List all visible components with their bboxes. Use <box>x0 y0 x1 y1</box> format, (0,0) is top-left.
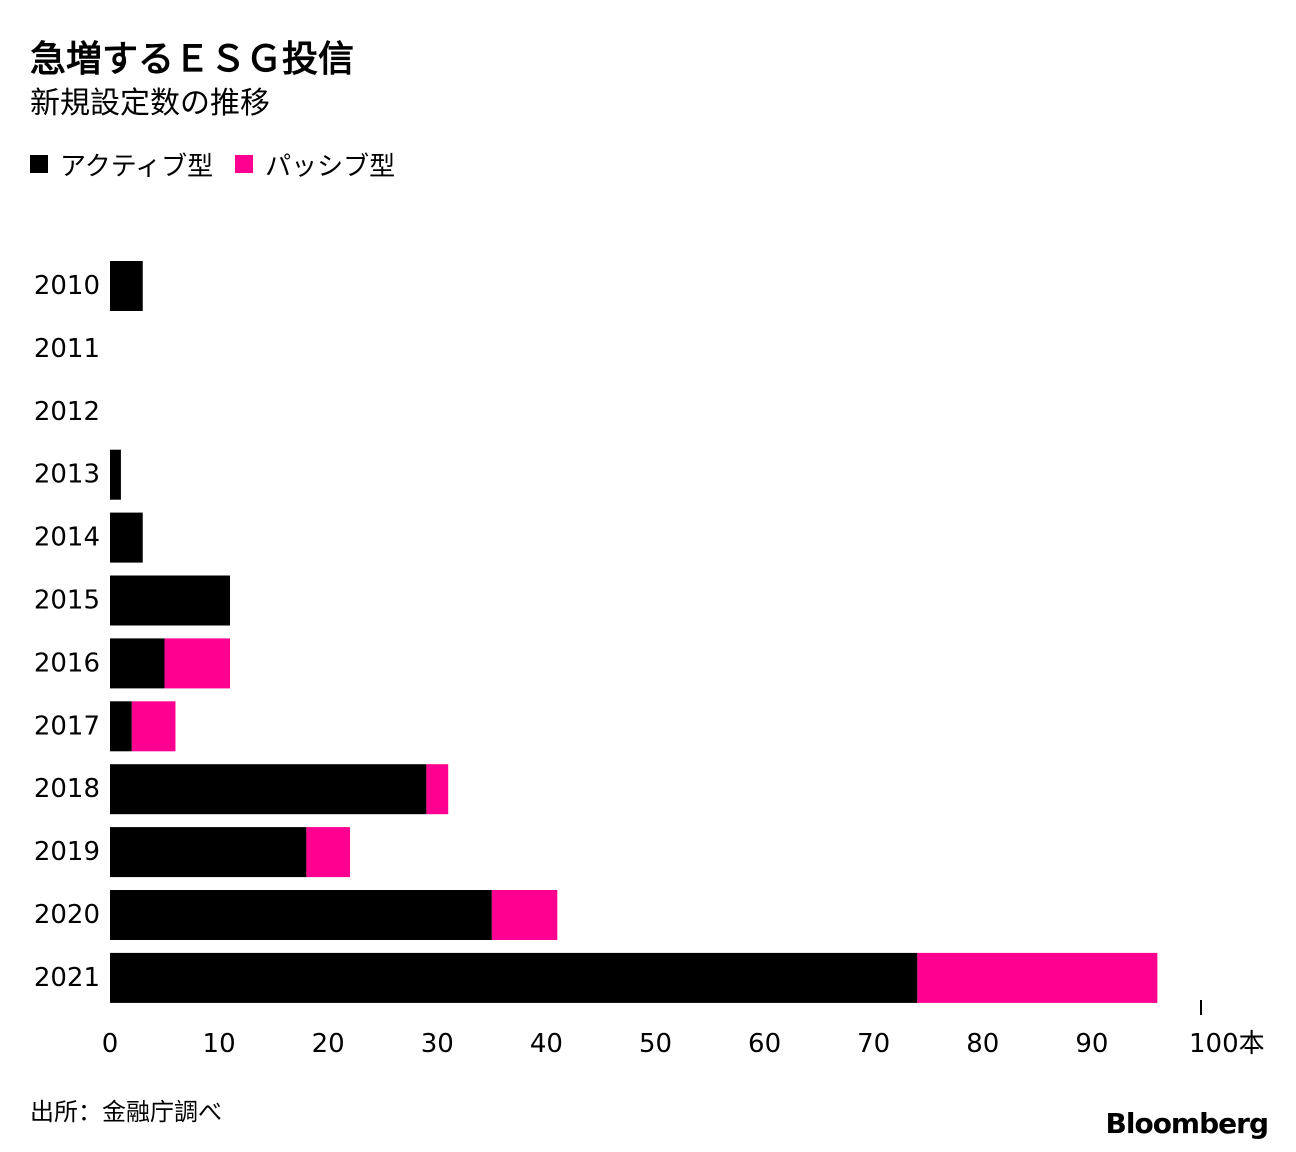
x-tick-label: 80 <box>966 1029 999 1059</box>
legend: アクティブ型 パッシブ型 <box>30 144 417 184</box>
x-tick-label: 50 <box>639 1029 672 1059</box>
bar-active <box>110 261 143 311</box>
bar-active <box>110 449 121 500</box>
y-tick-label: 2020 <box>34 900 100 930</box>
x-tick-label: 70 <box>857 1029 890 1059</box>
legend-item-passive: パッシブ型 <box>235 146 395 183</box>
bar-passive <box>426 764 449 815</box>
legend-swatch-active <box>30 155 48 173</box>
x-tick-label: 30 <box>421 1029 454 1059</box>
bar-passive <box>491 890 558 940</box>
y-tick-label: 2011 <box>34 334 100 364</box>
x-tick-label: 10 <box>203 1029 236 1059</box>
x-tick-label: 90 <box>1075 1029 1108 1059</box>
bloomberg-logo: Bloomberg <box>1105 1107 1269 1140</box>
bar-active <box>110 952 918 1003</box>
legend-label-passive: パッシブ型 <box>265 151 396 182</box>
bar-active <box>110 827 307 878</box>
bar-active <box>110 890 492 940</box>
x-tick-label: 20 <box>312 1029 345 1059</box>
bar-active <box>110 638 165 689</box>
x-tick-label: 0 <box>102 1029 119 1059</box>
y-tick-label: 2017 <box>34 711 100 741</box>
y-tick-label: 2014 <box>34 523 100 553</box>
y-tick-label: 2015 <box>34 586 100 616</box>
y-tick-label: 2012 <box>34 397 100 427</box>
bar-passive <box>917 952 1158 1003</box>
bar-active <box>110 764 427 815</box>
bar-passive <box>306 827 351 878</box>
chart-title: 急増するＥＳＧ投信 <box>30 39 355 80</box>
legend-item-active: アクティブ型 <box>30 146 213 183</box>
bar-active <box>110 575 231 626</box>
y-tick-label: 2010 <box>34 271 100 301</box>
bar-passive <box>164 638 231 689</box>
y-tick-label: 2018 <box>34 774 100 804</box>
source-note: 出所：金融庁調べ <box>30 1098 222 1126</box>
bar-active <box>110 512 143 563</box>
bar-active <box>110 701 132 752</box>
chart-subtitle: 新規設定数の推移 <box>30 86 270 121</box>
x-tick-label: 60 <box>748 1029 781 1059</box>
bar-passive <box>131 701 176 752</box>
y-tick-label: 2013 <box>34 460 100 490</box>
y-tick-label: 2021 <box>34 963 100 993</box>
legend-swatch-passive <box>235 155 254 173</box>
y-tick-label: 2016 <box>34 648 100 678</box>
legend-label-active: アクティブ型 <box>60 151 214 182</box>
x-tick-label: 100本 <box>1189 1029 1265 1059</box>
x-tick-label: 40 <box>530 1029 563 1059</box>
y-tick-label: 2019 <box>34 837 100 867</box>
